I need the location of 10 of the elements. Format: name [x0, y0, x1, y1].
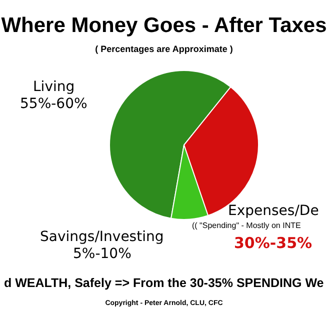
- text: 5%-10%: [73, 246, 132, 262]
- text: d WEALTH, Safely => From the 30-35% SPENDING We: [4, 276, 324, 290]
- chart-subtitle: ( Percentages are Approximate ): [94, 44, 234, 54]
- text: (( "Spending" - Mostly on INTE: [192, 221, 301, 230]
- text: 55%-60%: [20, 96, 88, 112]
- slice-label: Living: [33, 78, 75, 96]
- slice-label: Savings/Investing: [40, 228, 164, 246]
- slice-label: Expenses/De: [228, 202, 319, 220]
- text: 30%-35%: [234, 234, 312, 252]
- chart-title: Where Money Goes - After Taxes: [0, 14, 328, 38]
